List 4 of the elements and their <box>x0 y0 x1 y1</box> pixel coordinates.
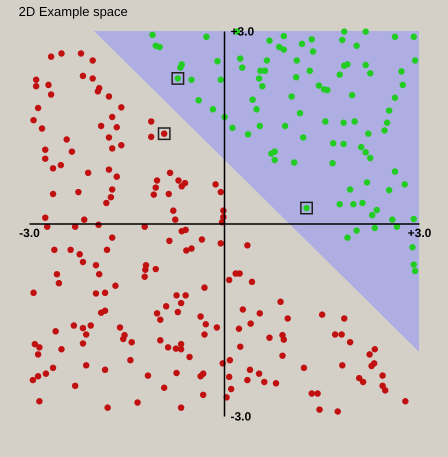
chart-title: 2D Example space <box>18 4 128 19</box>
point <box>171 72 184 85</box>
point <box>300 202 313 215</box>
point <box>158 127 171 140</box>
